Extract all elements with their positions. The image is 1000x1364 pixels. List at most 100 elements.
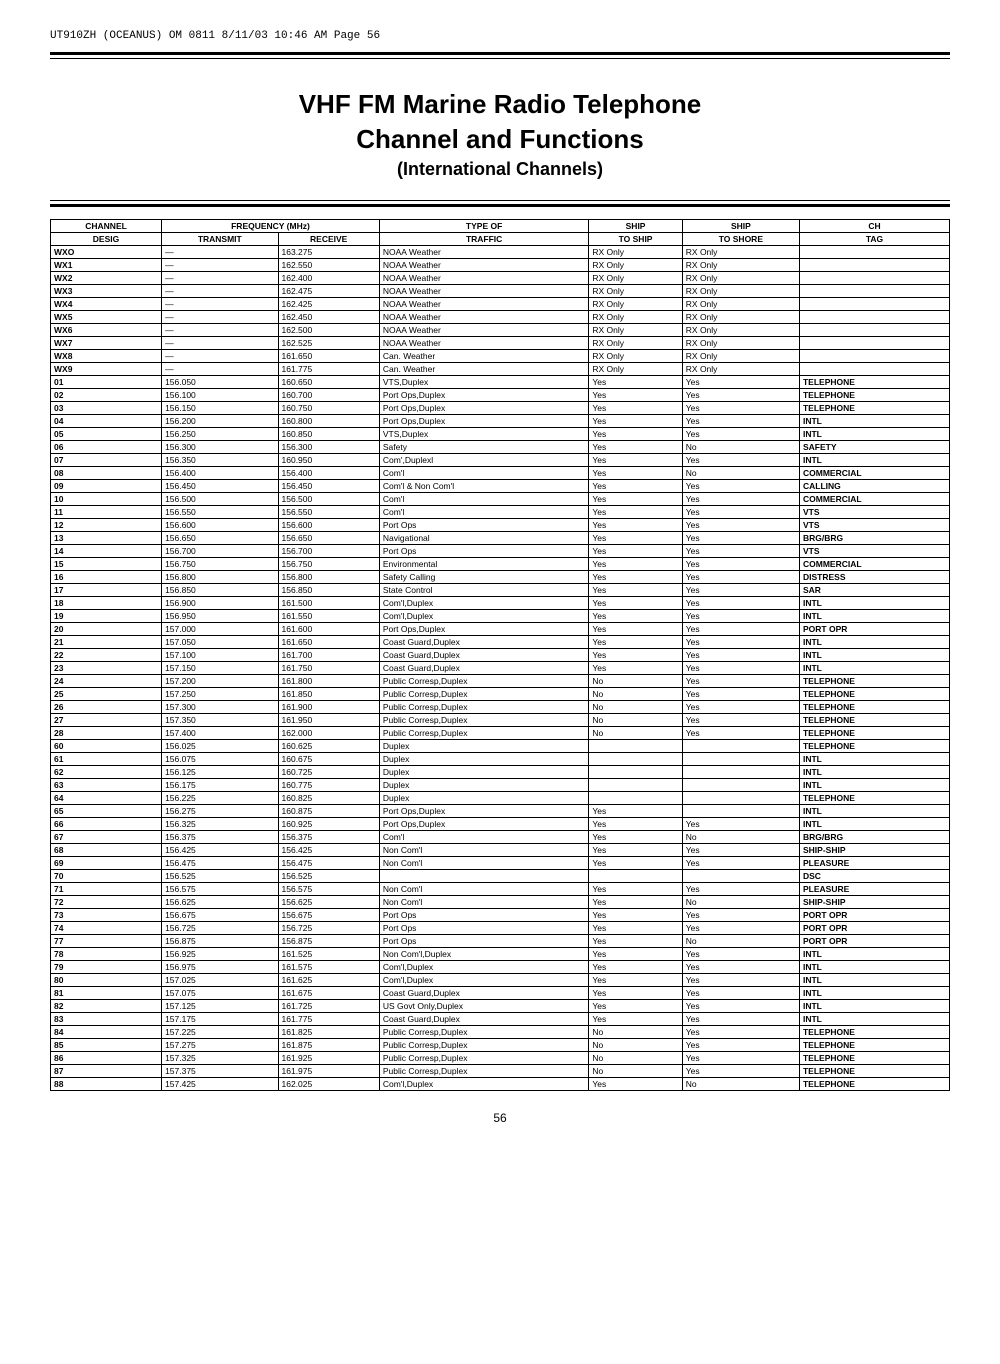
table-cell: Yes xyxy=(589,1000,682,1013)
table-cell: PLEASURE xyxy=(799,883,949,896)
page-title: VHF FM Marine Radio Telephone xyxy=(50,89,950,120)
table-cell: 160.950 xyxy=(278,454,379,467)
table-row: 22157.100161.700Coast Guard,DuplexYesYes… xyxy=(51,649,950,662)
table-cell: BRG/BRG xyxy=(799,532,949,545)
table-cell xyxy=(589,753,682,766)
table-cell: Non Com'l xyxy=(379,844,588,857)
table-cell: Yes xyxy=(589,909,682,922)
table-row: 84157.225161.825Public Corresp,DuplexNoY… xyxy=(51,1026,950,1039)
table-cell: INTL xyxy=(799,779,949,792)
table-row: 15156.750156.750EnvironmentalYesYesCOMME… xyxy=(51,558,950,571)
table-cell: VTS,Duplex xyxy=(379,376,588,389)
table-cell: 156.225 xyxy=(162,792,278,805)
table-cell: 156.750 xyxy=(162,558,278,571)
table-cell: 80 xyxy=(51,974,162,987)
table-cell: 157.400 xyxy=(162,727,278,740)
table-cell: Yes xyxy=(589,584,682,597)
table-row: WX6—162.500NOAA WeatherRX OnlyRX Only xyxy=(51,324,950,337)
table-cell: INTL xyxy=(799,1013,949,1026)
table-cell: Yes xyxy=(589,376,682,389)
page-note: (International Channels) xyxy=(50,159,950,180)
table-cell: 161.775 xyxy=(278,1013,379,1026)
table-cell: RX Only xyxy=(682,259,799,272)
table-cell: 07 xyxy=(51,454,162,467)
table-row: 79156.975161.575Com'l,DuplexYesYesINTL xyxy=(51,961,950,974)
table-cell: 157.225 xyxy=(162,1026,278,1039)
page-subtitle: Channel and Functions xyxy=(50,124,950,155)
table-cell: 27 xyxy=(51,714,162,727)
table-cell xyxy=(799,298,949,311)
table-cell: Yes xyxy=(682,1013,799,1026)
table-cell: INTL xyxy=(799,415,949,428)
table-row: 18156.900161.500Com'l,DuplexYesYesINTL xyxy=(51,597,950,610)
table-cell: Non Com'l,Duplex xyxy=(379,948,588,961)
table-cell: 156.550 xyxy=(162,506,278,519)
table-cell xyxy=(682,779,799,792)
table-cell: WX3 xyxy=(51,285,162,298)
table-cell xyxy=(799,363,949,376)
table-cell: 156.500 xyxy=(278,493,379,506)
table-cell: 24 xyxy=(51,675,162,688)
table-cell: Yes xyxy=(589,493,682,506)
table-cell: 157.275 xyxy=(162,1039,278,1052)
table-cell: 14 xyxy=(51,545,162,558)
print-header: UT910ZH (OCEANUS) OM 0811 8/11/03 10:46 … xyxy=(50,30,950,42)
table-row: 08156.400156.400Com'lYesNoCOMMERCIAL xyxy=(51,467,950,480)
table-cell: TELEPHONE xyxy=(799,1065,949,1078)
table-cell: 156.700 xyxy=(162,545,278,558)
table-cell: 160.750 xyxy=(278,402,379,415)
table-cell: 86 xyxy=(51,1052,162,1065)
table-cell: WX7 xyxy=(51,337,162,350)
table-cell: RX Only xyxy=(589,311,682,324)
col-traffic: TRAFFIC xyxy=(379,233,588,246)
table-cell: PORT OPR xyxy=(799,909,949,922)
table-cell: 87 xyxy=(51,1065,162,1078)
table-cell xyxy=(682,870,799,883)
table-cell: NOAA Weather xyxy=(379,324,588,337)
table-row: 13156.650156.650NavigationalYesYesBRG/BR… xyxy=(51,532,950,545)
table-cell: RX Only xyxy=(589,272,682,285)
table-cell: WX4 xyxy=(51,298,162,311)
table-cell: 161.900 xyxy=(278,701,379,714)
table-cell xyxy=(799,259,949,272)
table-cell: 156.575 xyxy=(162,883,278,896)
table-cell: 156.625 xyxy=(162,896,278,909)
table-cell: TELEPHONE xyxy=(799,740,949,753)
table-cell: Yes xyxy=(589,415,682,428)
table-cell: 156.275 xyxy=(162,805,278,818)
table-cell: 61 xyxy=(51,753,162,766)
table-row: 25157.250161.850Public Corresp,DuplexNoY… xyxy=(51,688,950,701)
table-row: 77156.875156.875Port OpsYesNoPORT OPR xyxy=(51,935,950,948)
table-cell: Duplex xyxy=(379,779,588,792)
table-cell: INTL xyxy=(799,948,949,961)
table-cell: TELEPHONE xyxy=(799,675,949,688)
table-cell: Yes xyxy=(589,805,682,818)
table-cell: No xyxy=(589,688,682,701)
table-cell: Yes xyxy=(682,961,799,974)
table-cell: Yes xyxy=(682,818,799,831)
table-cell: Yes xyxy=(589,610,682,623)
table-cell: No xyxy=(589,1039,682,1052)
table-row: 28157.400162.000Public Corresp,DuplexNoY… xyxy=(51,727,950,740)
table-cell: Com',Duplexl xyxy=(379,454,588,467)
table-cell: 157.175 xyxy=(162,1013,278,1026)
table-cell: Yes xyxy=(682,1000,799,1013)
table-cell: SHIP-SHIP xyxy=(799,896,949,909)
table-row: 70156.525156.525DSC xyxy=(51,870,950,883)
table-cell: 160.725 xyxy=(278,766,379,779)
table-cell: — xyxy=(162,298,278,311)
title-block: VHF FM Marine Radio Telephone Channel an… xyxy=(50,89,950,180)
table-cell: Yes xyxy=(682,428,799,441)
table-cell: 12 xyxy=(51,519,162,532)
col-desig: DESIG xyxy=(51,233,162,246)
table-cell: 15 xyxy=(51,558,162,571)
table-cell: Yes xyxy=(589,831,682,844)
table-cell: 74 xyxy=(51,922,162,935)
table-row: WX8—161.650Can. WeatherRX OnlyRX Only xyxy=(51,350,950,363)
table-cell: 156.925 xyxy=(162,948,278,961)
table-cell: Public Corresp,Duplex xyxy=(379,1052,588,1065)
table-row: 02156.100160.700Port Ops,DuplexYesYesTEL… xyxy=(51,389,950,402)
table-cell xyxy=(682,753,799,766)
table-cell: Yes xyxy=(589,506,682,519)
table-cell: INTL xyxy=(799,636,949,649)
